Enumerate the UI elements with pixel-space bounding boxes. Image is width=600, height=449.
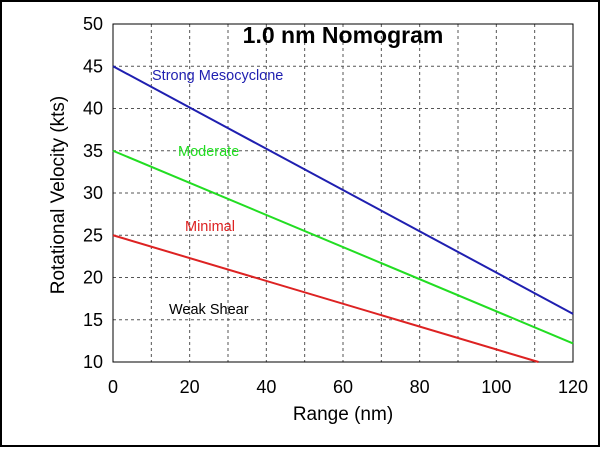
x-tick-label: 80 [410,377,430,397]
series-label-minimal: Minimal [185,219,235,235]
series-line-strong-mesocyclone [112,65,574,315]
y-tick-label: 45 [83,56,103,76]
series-lines [112,65,574,363]
y-axis-title: Rotational Velocity (kts) [48,96,69,295]
series-line-moderate [112,149,574,345]
x-tick-label: 40 [256,377,276,397]
y-tick-label: 25 [83,225,103,245]
x-tick-label: 60 [333,377,353,397]
x-axis-title: Range (nm) [293,404,393,425]
y-tick-label: 35 [83,141,103,161]
y-axis: 10 15 20 25 30 35 40 45 50 [83,14,103,372]
y-tick-label: 20 [83,268,103,288]
plot-area [112,23,574,363]
y-tick-label: 15 [83,310,103,330]
x-tick-label: 0 [108,377,118,397]
y-tick-label: 40 [83,99,103,119]
x-tick-label: 100 [481,377,511,397]
y-tick-label: 10 [83,352,103,372]
y-tick-label: 30 [83,183,103,203]
x-axis: 0 20 40 60 80 100 120 [108,377,588,397]
chart-title: 1.0 nm Nomogram [243,22,444,48]
series-label-strong-mesocyclone: Strong Mesocyclone [152,68,283,84]
x-tick-label: 120 [558,377,588,397]
x-tick-label: 20 [180,377,200,397]
series-line-minimal [112,234,539,363]
series-label-moderate: Moderate [178,144,239,160]
y-tick-label: 50 [83,14,103,34]
annotation-weak-shear: Weak Shear [169,302,249,318]
grid [113,24,573,362]
